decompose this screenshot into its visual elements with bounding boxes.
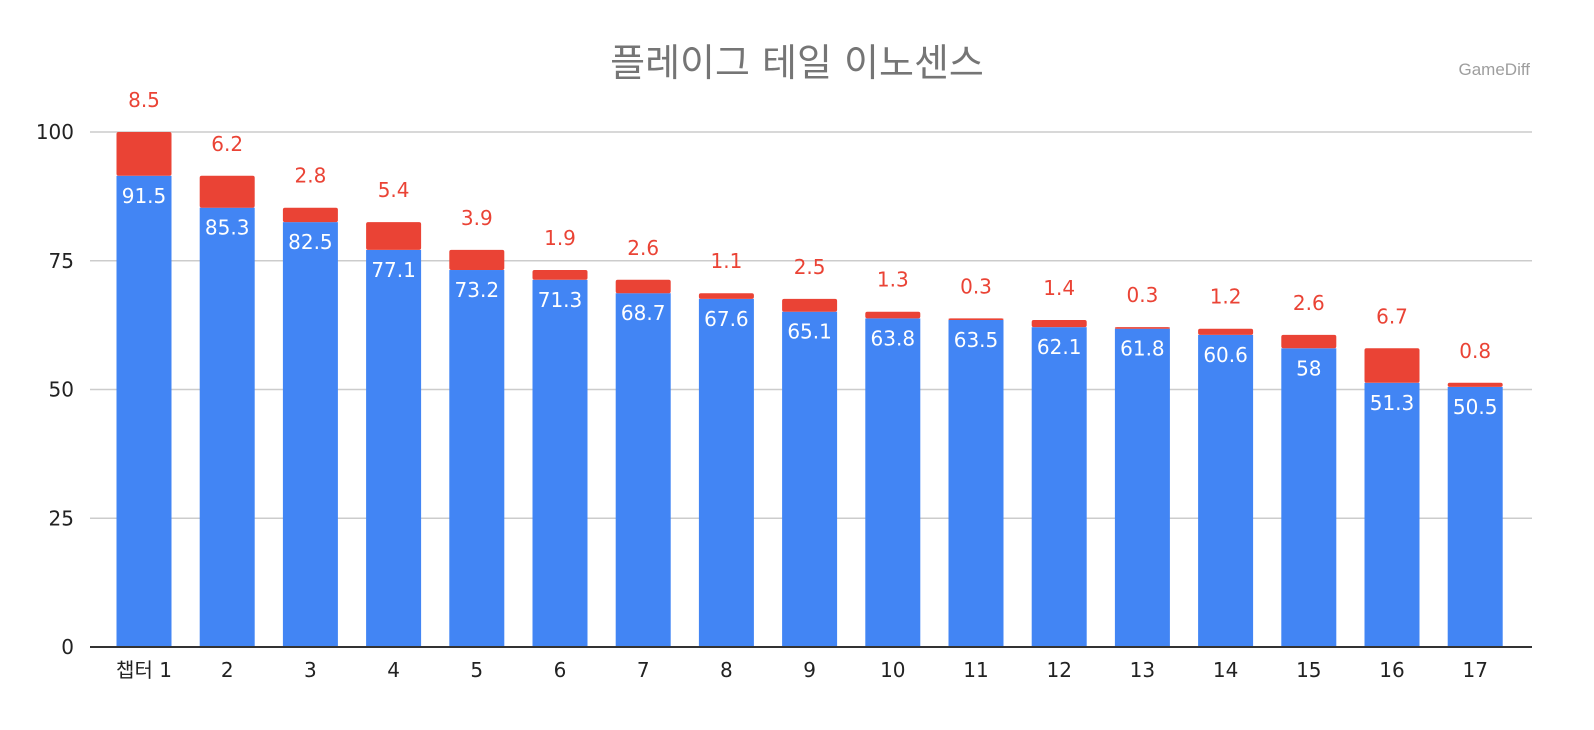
x-tick-label: 10 [880, 658, 905, 682]
x-tick-label: 14 [1213, 658, 1238, 682]
data-label-increment: 1.9 [544, 226, 576, 250]
bar-base [615, 293, 671, 647]
bar-base [199, 207, 255, 647]
bar-increment [1447, 382, 1503, 387]
data-label-increment: 2.6 [1293, 291, 1325, 315]
bar-base [948, 319, 1004, 647]
y-tick-label: 100 [36, 120, 74, 144]
bar-base [1281, 348, 1337, 647]
data-label-base: 50.5 [1453, 395, 1498, 419]
bar-base [865, 318, 921, 647]
data-label-base: 77.1 [371, 258, 416, 282]
data-label-base: 65.1 [787, 320, 832, 344]
data-label-increment: 5.4 [378, 178, 410, 202]
x-tick-label: 8 [720, 658, 733, 682]
bar-base [698, 298, 754, 647]
x-tick-label: 2 [221, 658, 234, 682]
data-label-increment: 0.3 [960, 274, 992, 298]
bar-increment [865, 311, 921, 319]
x-tick-label: 7 [637, 658, 650, 682]
labels-layer: 91.5 8.5 85.3 6.2 82.5 2.8 77.1 5.4 73.2 3.9 71.3 1… [122, 88, 1498, 419]
bar-base [449, 270, 505, 647]
data-label-base: 62.1 [1037, 335, 1082, 359]
x-tick-label: 6 [554, 658, 567, 682]
data-label-base: 91.5 [122, 184, 167, 208]
bar-base [282, 222, 338, 647]
data-label-base: 60.6 [1203, 343, 1248, 367]
chart-title: 플레이그 테일 이노센스 [610, 41, 984, 85]
data-label-base: 63.5 [954, 328, 999, 352]
x-tick-label: 3 [304, 658, 317, 682]
data-label-base: 61.8 [1120, 337, 1165, 361]
x-tick-label: 13 [1130, 658, 1155, 682]
x-tick-label: 챕터 1 [116, 658, 172, 682]
bar-base [366, 249, 422, 647]
bar-increment [116, 132, 172, 176]
bar-increment [199, 175, 255, 208]
x-tick-label: 9 [803, 658, 816, 682]
watermark: GameDiff [1458, 60, 1531, 79]
bar-increment [532, 270, 588, 280]
y-tick-label: 50 [49, 378, 74, 402]
bar-increment [948, 318, 1004, 320]
data-label-base: 58 [1296, 356, 1321, 380]
bar-increment [1114, 327, 1170, 329]
x-tick-label: 16 [1379, 658, 1404, 682]
data-label-increment: 6.7 [1376, 304, 1408, 328]
data-label-increment: 3.9 [461, 206, 493, 230]
data-label-base: 82.5 [288, 230, 333, 254]
data-label-increment: 0.3 [1126, 283, 1158, 307]
data-label-base: 68.7 [621, 301, 666, 325]
x-tick-label: 5 [470, 658, 483, 682]
x-tick-label: 4 [387, 658, 400, 682]
bar-increment [782, 298, 838, 312]
data-label-increment: 1.1 [710, 249, 742, 273]
x-tick-label: 15 [1296, 658, 1321, 682]
data-label-base: 85.3 [205, 216, 250, 240]
data-label-increment: 2.6 [627, 236, 659, 260]
data-label-increment: 1.4 [1043, 276, 1075, 300]
data-label-base: 51.3 [1370, 391, 1415, 415]
bar-increment [1281, 334, 1337, 349]
y-tick-label: 25 [49, 506, 74, 530]
data-label-increment: 2.8 [294, 164, 326, 188]
bar-increment [282, 207, 338, 223]
x-tick-label: 17 [1462, 658, 1487, 682]
bar-increment [1198, 328, 1254, 335]
bar-base [116, 175, 172, 647]
bar-increment [366, 222, 422, 250]
bar-increment [615, 279, 671, 294]
y-tick-label: 0 [61, 635, 74, 659]
bar-base [532, 279, 588, 647]
bar-base [1364, 382, 1420, 647]
bar-increment [449, 249, 505, 271]
data-label-increment: 0.8 [1459, 339, 1491, 363]
bar-increment [1364, 348, 1420, 383]
y-tick-label: 75 [49, 249, 74, 273]
bar-base [1198, 334, 1254, 647]
data-label-base: 73.2 [455, 278, 500, 302]
bar-base [1447, 386, 1503, 647]
bar-base [1114, 328, 1170, 647]
data-label-base: 71.3 [538, 288, 583, 312]
bar-increment [698, 293, 754, 299]
data-label-increment: 8.5 [128, 88, 160, 112]
bars-layer [116, 132, 1503, 647]
bar-base [1031, 327, 1087, 647]
axis-layer: 0 25 50 75 100 챕터 1 2 3 4 5 6 7 8 9 10 11 12 13 14 15 16 17 [36, 120, 1532, 682]
bar-base [782, 311, 838, 647]
data-label-increment: 2.5 [794, 255, 826, 279]
data-label-base: 63.8 [871, 326, 916, 350]
data-label-base: 67.6 [704, 307, 749, 331]
x-tick-label: 11 [963, 658, 988, 682]
x-tick-label: 12 [1046, 658, 1071, 682]
data-label-increment: 1.3 [877, 268, 909, 292]
data-label-increment: 6.2 [211, 132, 243, 156]
bar-increment [1031, 319, 1087, 328]
data-label-increment: 1.2 [1210, 285, 1242, 309]
